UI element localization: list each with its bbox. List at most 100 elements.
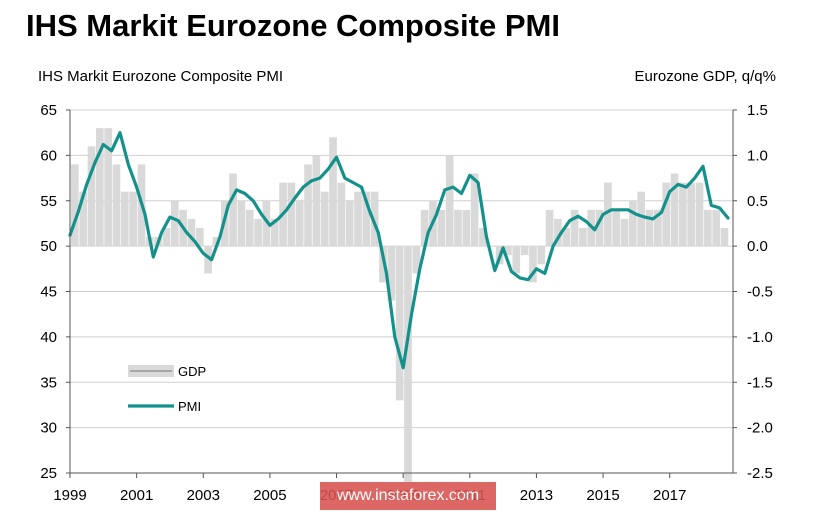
gdp-bar <box>245 209 254 247</box>
gdp-bar <box>512 246 521 274</box>
gdp-bar <box>212 237 221 247</box>
gdp-bar <box>387 246 396 301</box>
pmi-line-group <box>68 131 730 370</box>
left-tick-label: 50 <box>40 238 57 255</box>
gdp-bar <box>404 246 412 483</box>
left-axis-label: IHS Markit Eurozone Composite PMI <box>38 68 284 85</box>
gdp-bar <box>262 200 271 247</box>
left-tick-label: 65 <box>40 102 57 119</box>
gdp-bar <box>379 246 387 283</box>
gdp-bar <box>712 209 721 247</box>
gdp-bar <box>579 227 587 247</box>
gdp-bar <box>720 227 729 247</box>
legend-pmi-label: PMI <box>178 399 201 414</box>
gdp-bar <box>612 209 621 247</box>
gdp-bar <box>504 246 512 256</box>
gdp-bar <box>679 182 687 247</box>
right-tick-label: -2.5 <box>747 465 773 482</box>
gdp-bar <box>554 218 562 247</box>
gdp-bar <box>537 246 546 265</box>
gdp-bar <box>454 209 462 247</box>
gdp-bar <box>370 191 379 247</box>
x-tick-label: 2015 <box>586 487 619 504</box>
left-tick-label: 25 <box>40 465 57 482</box>
gdp-bar <box>620 218 629 247</box>
axes <box>66 109 737 478</box>
gdp-bar <box>95 128 104 247</box>
gdp-bar <box>662 182 671 247</box>
gdp-bar <box>204 246 212 274</box>
gdp-bar <box>412 246 421 274</box>
gdp-bar <box>520 246 529 256</box>
x-tick-label: 2017 <box>653 487 686 504</box>
gdp-bar <box>312 155 321 247</box>
gdp-bar <box>329 137 337 247</box>
gdp-bar <box>437 209 446 247</box>
gdp-bar <box>479 227 487 247</box>
gdp-bar <box>162 227 171 247</box>
gdp-bar <box>170 200 179 247</box>
tick-labels: 25 30 35 40 45 50 55 60 65 -2.5 -2.0 -1.5 -1.0 -0.5 0.… <box>40 102 773 504</box>
gdp-bar <box>654 209 662 247</box>
x-tick-label: 2013 <box>520 487 553 504</box>
gdp-bar <box>670 173 679 247</box>
gdp-bar <box>420 209 429 247</box>
gdp-bar <box>229 173 237 247</box>
gdp-bar <box>345 200 354 247</box>
right-tick-label: 1.5 <box>747 102 768 119</box>
right-tick-label: -1.0 <box>747 329 773 346</box>
gdp-bar <box>112 164 121 247</box>
gdp-bar <box>295 200 304 247</box>
gdp-bar <box>704 209 712 247</box>
legend: GDP PMI <box>128 364 206 414</box>
gdp-bar <box>354 191 362 247</box>
gdp-bar <box>187 218 196 247</box>
gdp-bar <box>104 128 112 247</box>
gdp-bar <box>545 209 554 247</box>
gdp-bar <box>529 246 537 283</box>
gdp-bar <box>462 209 471 247</box>
right-tick-label: -2.0 <box>747 420 773 437</box>
gdp-bar <box>395 246 404 401</box>
gdp-bar <box>687 182 696 247</box>
gdp-bar <box>595 209 604 247</box>
gdp-bar <box>637 191 646 247</box>
right-tick-label: -0.5 <box>747 284 773 301</box>
gdp-bar <box>570 209 579 247</box>
gdp-bar <box>470 173 479 247</box>
x-tick-label: 2001 <box>120 487 153 504</box>
gdp-bar <box>645 209 654 247</box>
left-tick-label: 55 <box>40 193 57 210</box>
gdp-bar <box>254 218 262 247</box>
right-tick-label: 1.0 <box>747 147 768 164</box>
gdp-bar <box>129 191 137 247</box>
gdp-bar <box>195 227 204 247</box>
gdp-bar <box>87 146 96 247</box>
gdp-bar <box>79 191 87 247</box>
gdp-bars <box>71 128 729 483</box>
x-tick-label: 1999 <box>53 487 86 504</box>
x-tick-label: 2005 <box>253 487 286 504</box>
gdp-bar <box>237 200 246 247</box>
right-tick-label: 0.5 <box>747 193 768 210</box>
left-tick-label: 35 <box>40 374 57 391</box>
gdp-bar <box>320 191 329 247</box>
gdp-bar <box>287 182 296 247</box>
gdp-bar <box>629 200 637 247</box>
gdp-bar <box>71 164 79 247</box>
chart-title: IHS Markit Eurozone Composite PMI <box>26 8 560 43</box>
gdp-bar <box>362 191 371 247</box>
gdp-bar <box>120 191 129 247</box>
gdp-bar <box>562 227 571 247</box>
left-tick-label: 45 <box>40 284 57 301</box>
left-tick-label: 60 <box>40 147 57 164</box>
right-tick-label: -1.5 <box>747 374 773 391</box>
pmi-line <box>68 131 730 370</box>
gdp-bar <box>337 182 346 247</box>
gdp-bar <box>304 164 312 247</box>
left-tick-label: 40 <box>40 329 57 346</box>
left-tick-label: 30 <box>40 420 57 437</box>
x-tick-label: 2003 <box>187 487 220 504</box>
gdp-bar <box>604 182 612 247</box>
